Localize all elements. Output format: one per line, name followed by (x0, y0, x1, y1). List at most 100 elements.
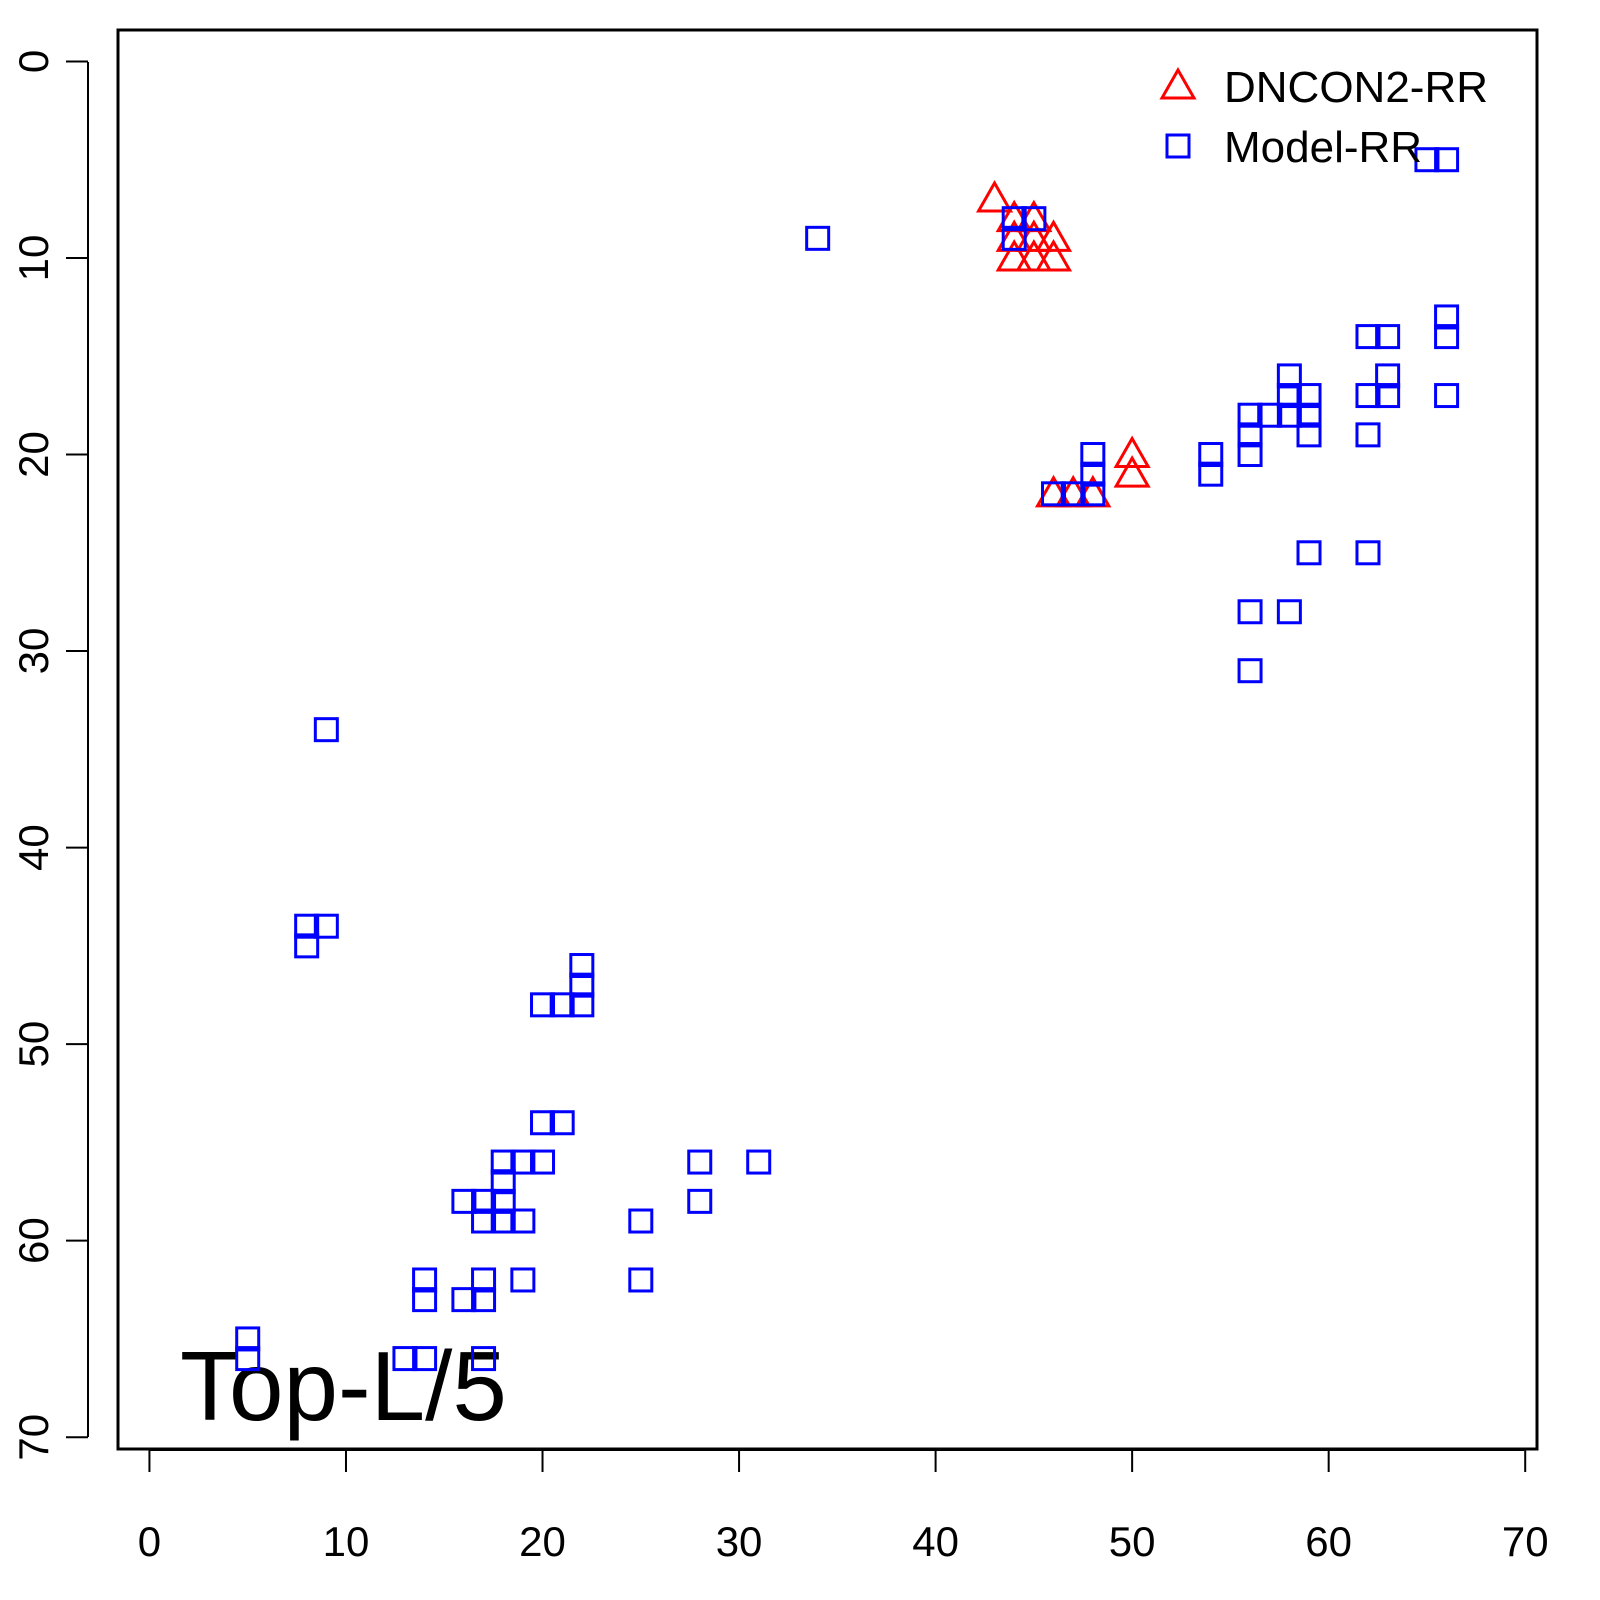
point (510, 1149, 536, 1175)
point (1080, 442, 1106, 468)
point (1198, 442, 1224, 468)
x-tick-label: 10 (323, 1518, 370, 1565)
point (1375, 383, 1401, 409)
point (1434, 147, 1460, 173)
point (1276, 383, 1302, 409)
x-tick-label: 20 (519, 1518, 566, 1565)
point (1296, 383, 1322, 409)
point (1237, 658, 1263, 684)
point (1060, 481, 1086, 507)
point (294, 913, 320, 939)
point (1237, 402, 1263, 428)
point (1237, 599, 1263, 625)
point (412, 1267, 438, 1293)
y-tick-label: 20 (10, 431, 57, 478)
point (530, 1110, 556, 1136)
point (471, 1267, 497, 1293)
point (392, 1346, 418, 1372)
point (1276, 363, 1302, 389)
point (549, 1110, 575, 1136)
point (1080, 461, 1106, 487)
point (746, 1149, 772, 1175)
x-tick-label: 40 (912, 1518, 959, 1565)
legend-marker (1159, 66, 1197, 100)
point (235, 1326, 261, 1352)
point (805, 225, 831, 251)
point (1434, 383, 1460, 409)
point (1041, 481, 1067, 507)
point (1434, 304, 1460, 330)
point (1276, 402, 1302, 428)
point (628, 1208, 654, 1234)
y-tick-label: 10 (10, 235, 57, 282)
point (1034, 238, 1073, 272)
point (530, 1149, 556, 1175)
point (1001, 225, 1027, 251)
legend-marker (1165, 133, 1191, 159)
point (490, 1188, 516, 1214)
legend-label: Model-RR (1224, 123, 1422, 172)
point (412, 1287, 438, 1313)
x-tick-label: 0 (138, 1518, 161, 1565)
x-tick-label: 70 (1502, 1518, 1549, 1565)
point (1375, 324, 1401, 350)
x-tick-label: 50 (1109, 1518, 1156, 1565)
y-tick-label: 60 (10, 1217, 57, 1264)
point (1001, 206, 1027, 232)
annotation: Top-L/5 (180, 1331, 507, 1441)
x-tick-label: 30 (716, 1518, 763, 1565)
point (1296, 402, 1322, 428)
point (569, 972, 595, 998)
point (1237, 442, 1263, 468)
legend-label: DNCON2-RR (1224, 63, 1488, 112)
point (1257, 402, 1283, 428)
point (1198, 461, 1224, 487)
y-tick-label: 50 (10, 1021, 57, 1068)
point (1355, 422, 1381, 448)
point (995, 238, 1033, 272)
point (490, 1149, 516, 1175)
y-tick-label: 30 (10, 628, 57, 675)
point (569, 953, 595, 979)
point (412, 1346, 438, 1372)
point (1237, 422, 1263, 448)
point (1034, 219, 1073, 252)
point (628, 1267, 654, 1293)
y-tick-label: 40 (10, 824, 57, 871)
point (471, 1346, 497, 1372)
point (1113, 455, 1151, 488)
point (549, 992, 575, 1018)
point (235, 1346, 261, 1372)
point (1296, 422, 1322, 448)
point (471, 1287, 497, 1313)
point (1355, 324, 1381, 350)
point (687, 1149, 713, 1175)
point (490, 1169, 516, 1195)
point (294, 933, 320, 959)
point (490, 1208, 516, 1234)
point (451, 1188, 477, 1214)
point (1434, 324, 1460, 350)
point (510, 1208, 536, 1234)
point (510, 1267, 536, 1293)
point (1375, 363, 1401, 389)
point (471, 1188, 497, 1214)
point (313, 717, 339, 743)
point (569, 992, 595, 1018)
y-tick-label: 70 (10, 1414, 57, 1461)
point (471, 1208, 497, 1234)
x-tick-label: 60 (1305, 1518, 1352, 1565)
point (1296, 540, 1322, 566)
point (530, 992, 556, 1018)
point (1414, 147, 1440, 173)
point (1015, 238, 1053, 272)
point (687, 1188, 713, 1214)
y-tick-label: 0 (10, 50, 57, 73)
point (1021, 206, 1047, 232)
point (313, 913, 339, 939)
point (1355, 383, 1381, 409)
point (1113, 435, 1151, 469)
point (1080, 481, 1106, 507)
point (975, 179, 1014, 213)
